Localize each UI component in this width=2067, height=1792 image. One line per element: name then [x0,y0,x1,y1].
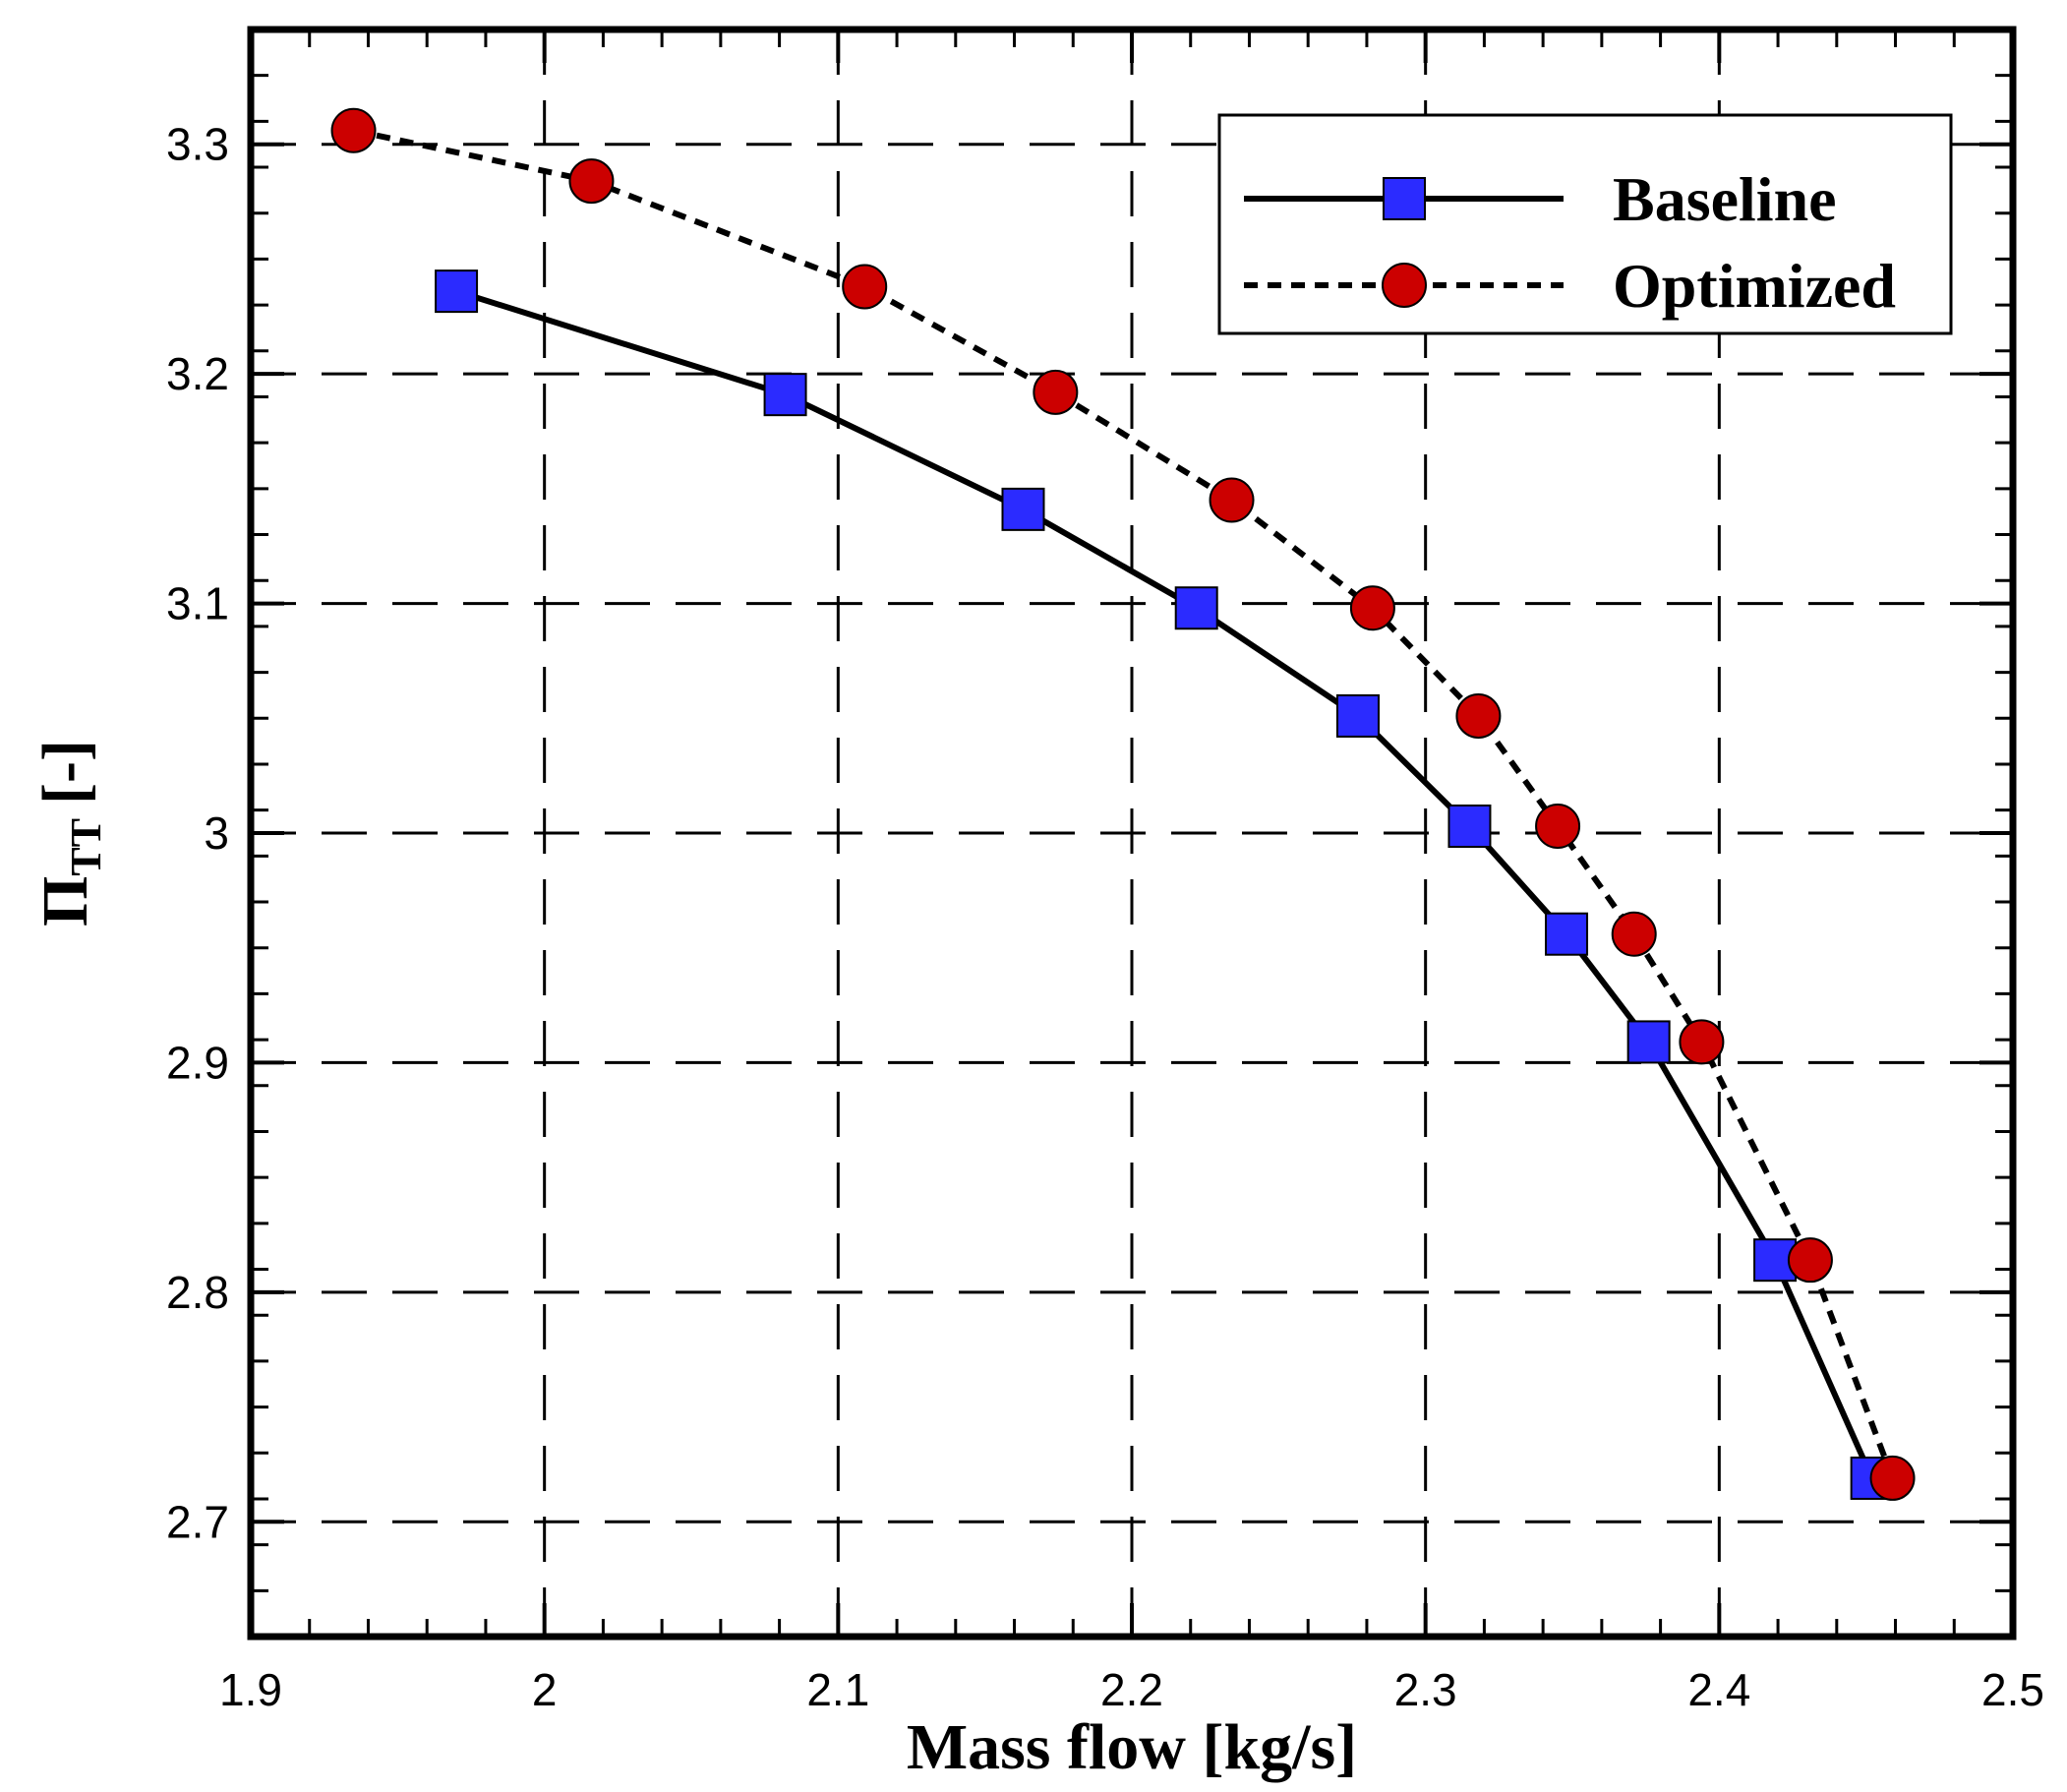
data-point-optimized [568,158,615,205]
grid-lines [251,30,2013,1637]
x-tick-label: 2 [532,1664,558,1715]
data-point-optimized [1455,692,1502,739]
x-tick-label: 1.9 [219,1664,282,1715]
data-point-optimized [842,264,888,310]
y-tick-label: 2.8 [166,1267,229,1318]
data-point-baseline [1335,693,1380,738]
series-line-optimized [352,127,1896,1479]
data-point-baseline [1545,912,1589,956]
y-axis-symbol: Π [30,876,101,926]
y-tick-label: 2.9 [166,1037,229,1088]
data-point-optimized [1679,1019,1725,1065]
x-tick-label: 2.1 [806,1664,869,1715]
data-point-baseline [1626,1020,1671,1064]
y-axis-unit: [-] [30,740,101,805]
legend-box [1217,113,1953,335]
legend-marker-optimized [1382,263,1427,308]
y-axis-subscript: TT [62,818,110,876]
y-tick-label: 3 [204,807,229,859]
y-axis-title: ΠTT [-] [30,740,110,926]
x-tick-label: 2.3 [1394,1664,1457,1715]
x-axis-title: Mass flow [kg/s] [907,1711,1357,1783]
data-point-optimized [1349,585,1395,631]
data-point-optimized [1869,1455,1916,1501]
y-tick-label: 3.2 [166,348,229,399]
data-point-optimized [1535,803,1581,849]
data-point-optimized [1033,369,1079,415]
y-tick-label: 3.3 [166,119,229,170]
data-point-baseline [1447,804,1492,848]
series-layer [330,107,1916,1501]
y-tick-label: 2.7 [166,1496,229,1547]
data-point-baseline [763,373,807,417]
data-point-baseline [435,269,479,314]
data-point-baseline [1001,487,1045,531]
x-tick-label: 2.5 [1981,1664,2044,1715]
legend: Baseline Optimized [1217,113,1953,335]
x-tick-label: 2.4 [1687,1664,1750,1715]
legend-marker-baseline [1383,177,1426,220]
x-tick-label: 2.2 [1100,1664,1163,1715]
y-tick-label: 3.1 [166,578,229,629]
data-point-baseline [1174,586,1218,630]
plot-frame [247,26,2017,1641]
data-point-optimized [1209,477,1255,523]
data-point-optimized [330,107,377,153]
legend-label-optimized: Optimized [1613,251,1896,321]
data-point-optimized [1611,911,1657,957]
legend-label-baseline: Baseline [1613,164,1837,234]
tick-labels: 1.9 2 2.1 2.2 2.3 2.4 2.5 2.7 2.8 2.9 3 3.1 3.2 3.3 [166,119,2044,1715]
data-point-optimized [1787,1237,1833,1284]
series-line-baseline [455,288,1875,1480]
